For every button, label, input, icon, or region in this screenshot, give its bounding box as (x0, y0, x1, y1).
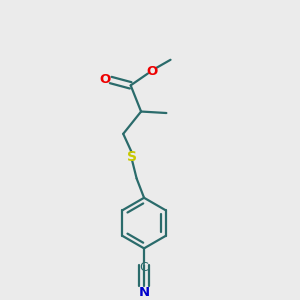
Text: N: N (139, 286, 150, 299)
Text: C: C (140, 262, 148, 275)
Text: O: O (146, 64, 158, 78)
Text: O: O (99, 73, 110, 86)
Text: S: S (127, 150, 137, 164)
